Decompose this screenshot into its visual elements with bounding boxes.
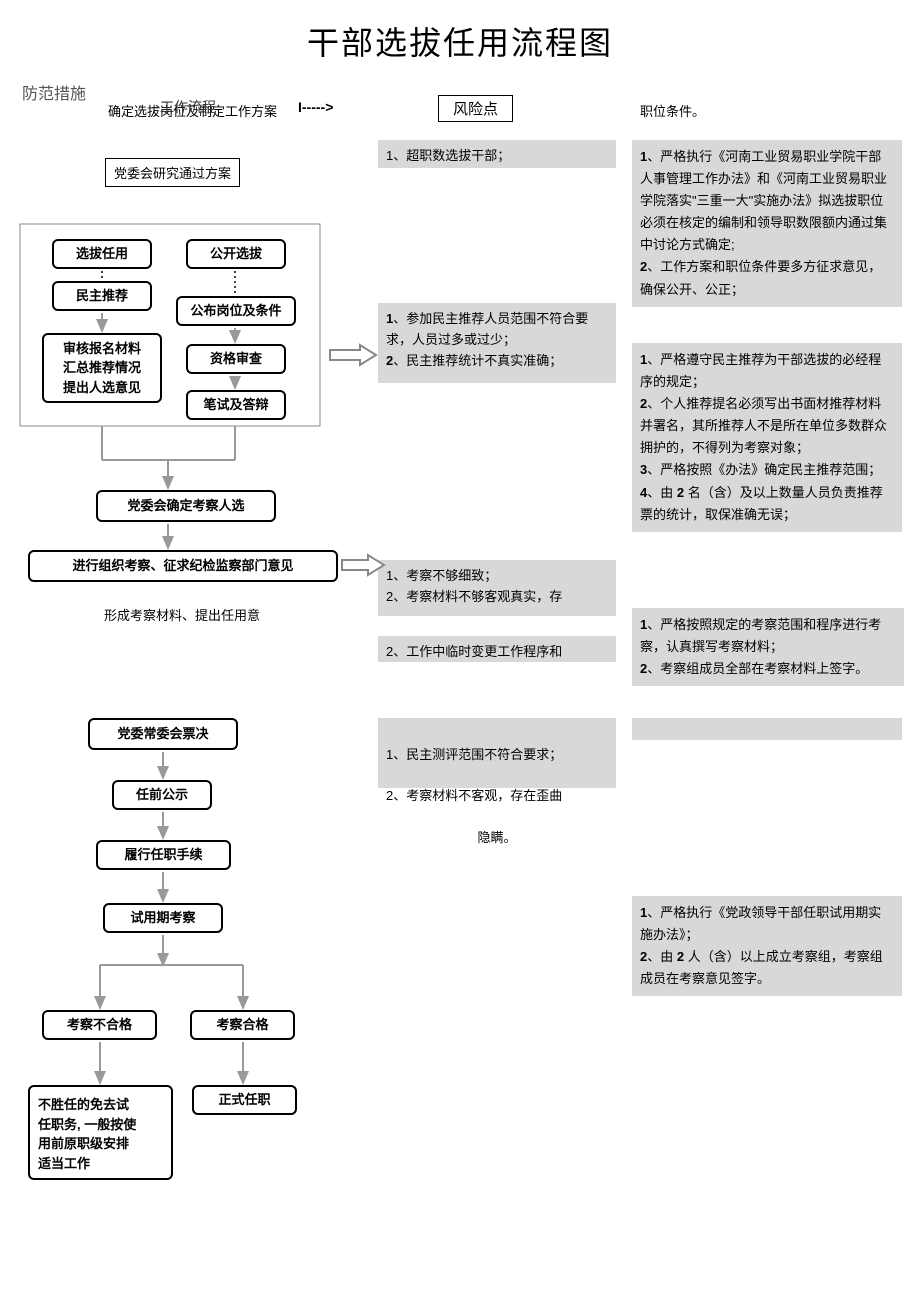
risk-block-1: 1、超职数选拔干部； [378,140,616,168]
node-study-plan: 党委会研究通过方案 [105,158,240,187]
node-pass: 考察合格 [190,1010,295,1040]
node-qualify-review: 资格审查 [186,344,286,374]
measure-block-4-stub [632,718,902,740]
label-risk: 风险点 [438,95,513,122]
risk-block-4: 1、民主测评范围不符合要求； 2、考察材料不客观，存在歪曲 隐瞒。 [378,718,616,788]
node-determine-candidate: 党委会确定考察人选 [96,490,276,522]
measure-block-2: 1、严格遵守民主推荐为干部选拔的必经程序的规定；2、个人推荐提名必须写出书面材推… [632,343,902,532]
label-position-cond: 职位条件。 [640,101,705,120]
risk-block-2: 1、参加民主推荐人员范围不符合要求，人员过多或过少；2、民主推荐统计不真实准确； [378,303,616,383]
risk-block-3: 1、考察不够细致； 2、考察材料不够客观真实，存 [378,560,616,616]
measure-block-5: 1、严格执行《党政领导干部任职试用期实施办法》；2、由 2 人（含）以上成立考察… [632,896,902,996]
risk-block-3b: 2、工作中临时变更工作程序和 [378,636,616,662]
measure-block-1: 1、严格执行《河南工业贸易职业学院干部人事管理工作办法》和《河南工业贸易职业学院… [632,140,902,307]
node-pass-result: 正式任职 [192,1085,297,1115]
node-review-material: 审核报名材料 汇总推荐情况 提出人选意见 [42,333,162,403]
label-workflow: 工作流程 [160,97,216,117]
node-written-exam: 笔试及答辩 [186,390,286,420]
dash-arrow-text: I-----> [298,99,333,115]
node-open-select: 公开选拔 [186,239,286,269]
node-probation: 试用期考察 [103,903,223,933]
node-org-inspect: 进行组织考察、征求纪检监察部门意见 [28,550,338,582]
node-publicity: 任前公示 [112,780,212,810]
node-procedure: 履行任职手续 [96,840,231,870]
measure-block-3: 1、严格按照规定的考察范围和程序进行考察，认真撰写考察材料；2、考察组成员全部在… [632,608,904,686]
page-title: 干部选拔任用流程图 [0,18,920,64]
node-publish-post: 公布岗位及条件 [176,296,296,326]
node-vote: 党委常委会票决 [88,718,238,750]
node-form-material: 形成考察材料、提出任用意 [72,605,292,624]
risk4-l2: 2、考察材料不客观，存在歪曲 [386,786,608,807]
label-prevention: 防范措施 [22,80,86,104]
node-select-appoint: 选拔任用 [52,239,152,269]
risk4-l3: 隐瞒。 [386,828,608,849]
node-democratic-rec: 民主推荐 [52,281,152,311]
risk4-l1: 1、民主测评范围不符合要求； [386,745,608,766]
node-fail-result: 不胜任的免去试 任职务, 一般按使 用前原职级安排 适当工作 [28,1085,173,1180]
node-fail: 考察不合格 [42,1010,157,1040]
